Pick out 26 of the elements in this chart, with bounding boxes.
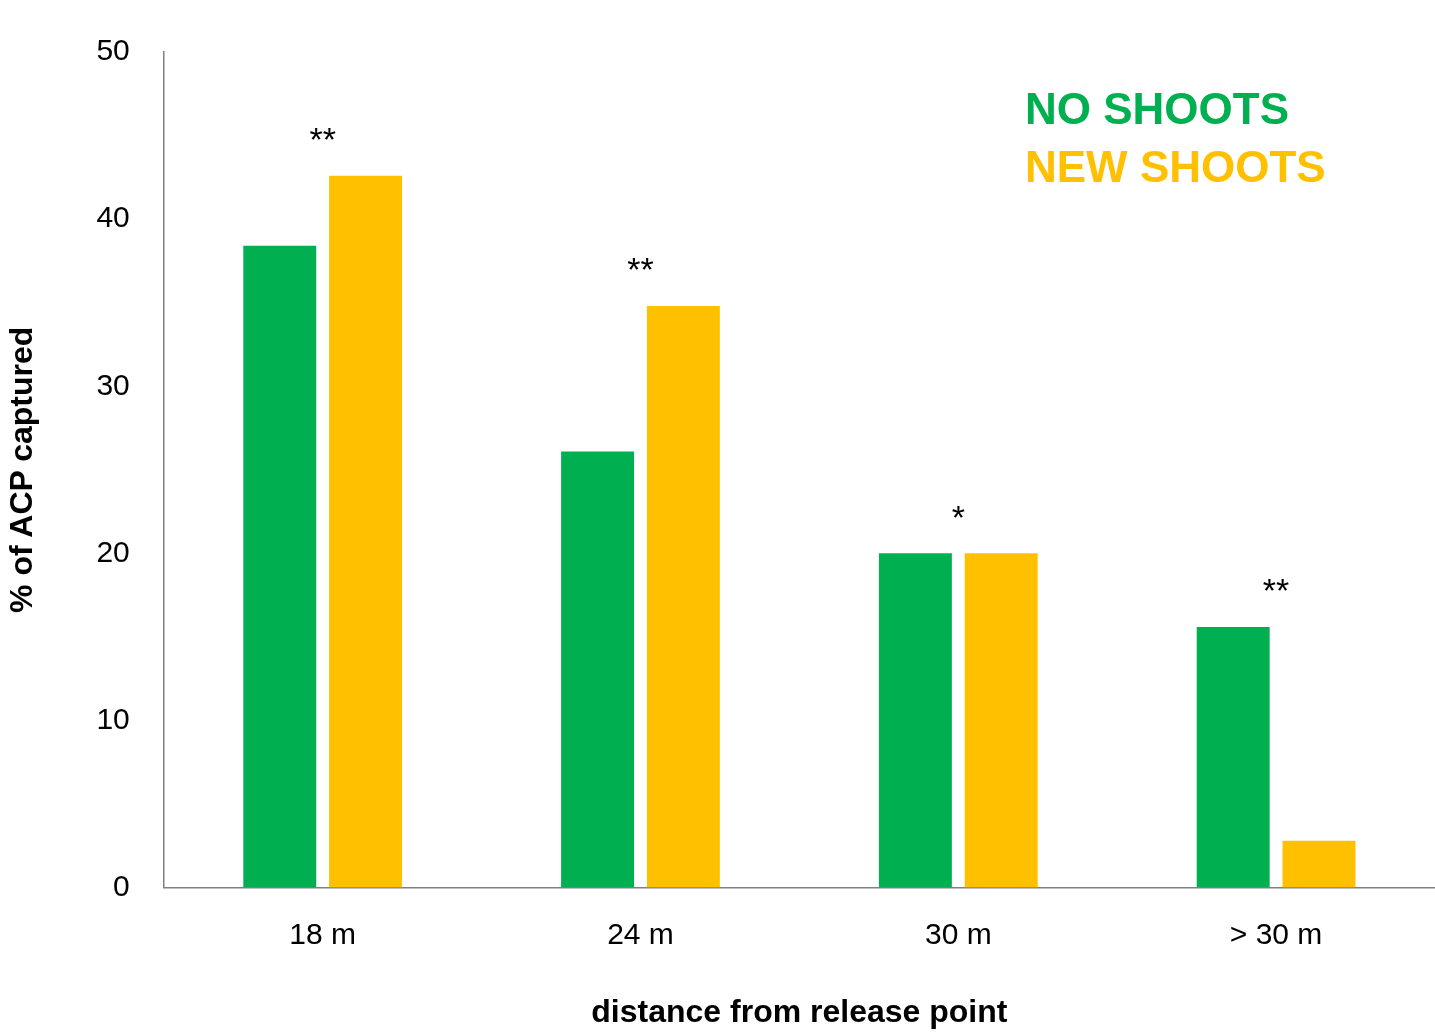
y-tick-label: 20 — [96, 534, 130, 568]
y-axis-title: % of ACP captured — [3, 326, 40, 613]
y-tick-label: 30 — [96, 367, 130, 401]
bar — [1196, 626, 1270, 888]
y-tick-label: 0 — [113, 868, 130, 902]
bar — [878, 553, 952, 888]
annotation: * — [951, 497, 965, 536]
text: NO SHOOTS — [1025, 84, 1290, 134]
text: NEW SHOOTS — [1025, 142, 1326, 192]
y-tick-label: 10 — [96, 701, 130, 735]
bar — [329, 175, 403, 888]
y-tick-label: 50 — [96, 33, 130, 67]
annotation: ** — [1262, 571, 1290, 610]
x-tick-label: > 30 m — [1229, 916, 1323, 950]
x-tick-label: 18 m — [289, 916, 357, 950]
x-tick-label: 24 m — [607, 916, 674, 950]
x-axis-title: distance from release point — [591, 992, 1008, 1029]
y-tick-label: 40 — [96, 200, 130, 234]
bar — [964, 553, 1038, 888]
bar — [1282, 840, 1356, 888]
bar — [646, 306, 720, 888]
annotation: ** — [309, 120, 336, 159]
x-tick-label: 30 m — [924, 916, 992, 950]
bar — [243, 245, 317, 888]
annotation: ** — [627, 250, 654, 289]
bar — [561, 451, 635, 888]
